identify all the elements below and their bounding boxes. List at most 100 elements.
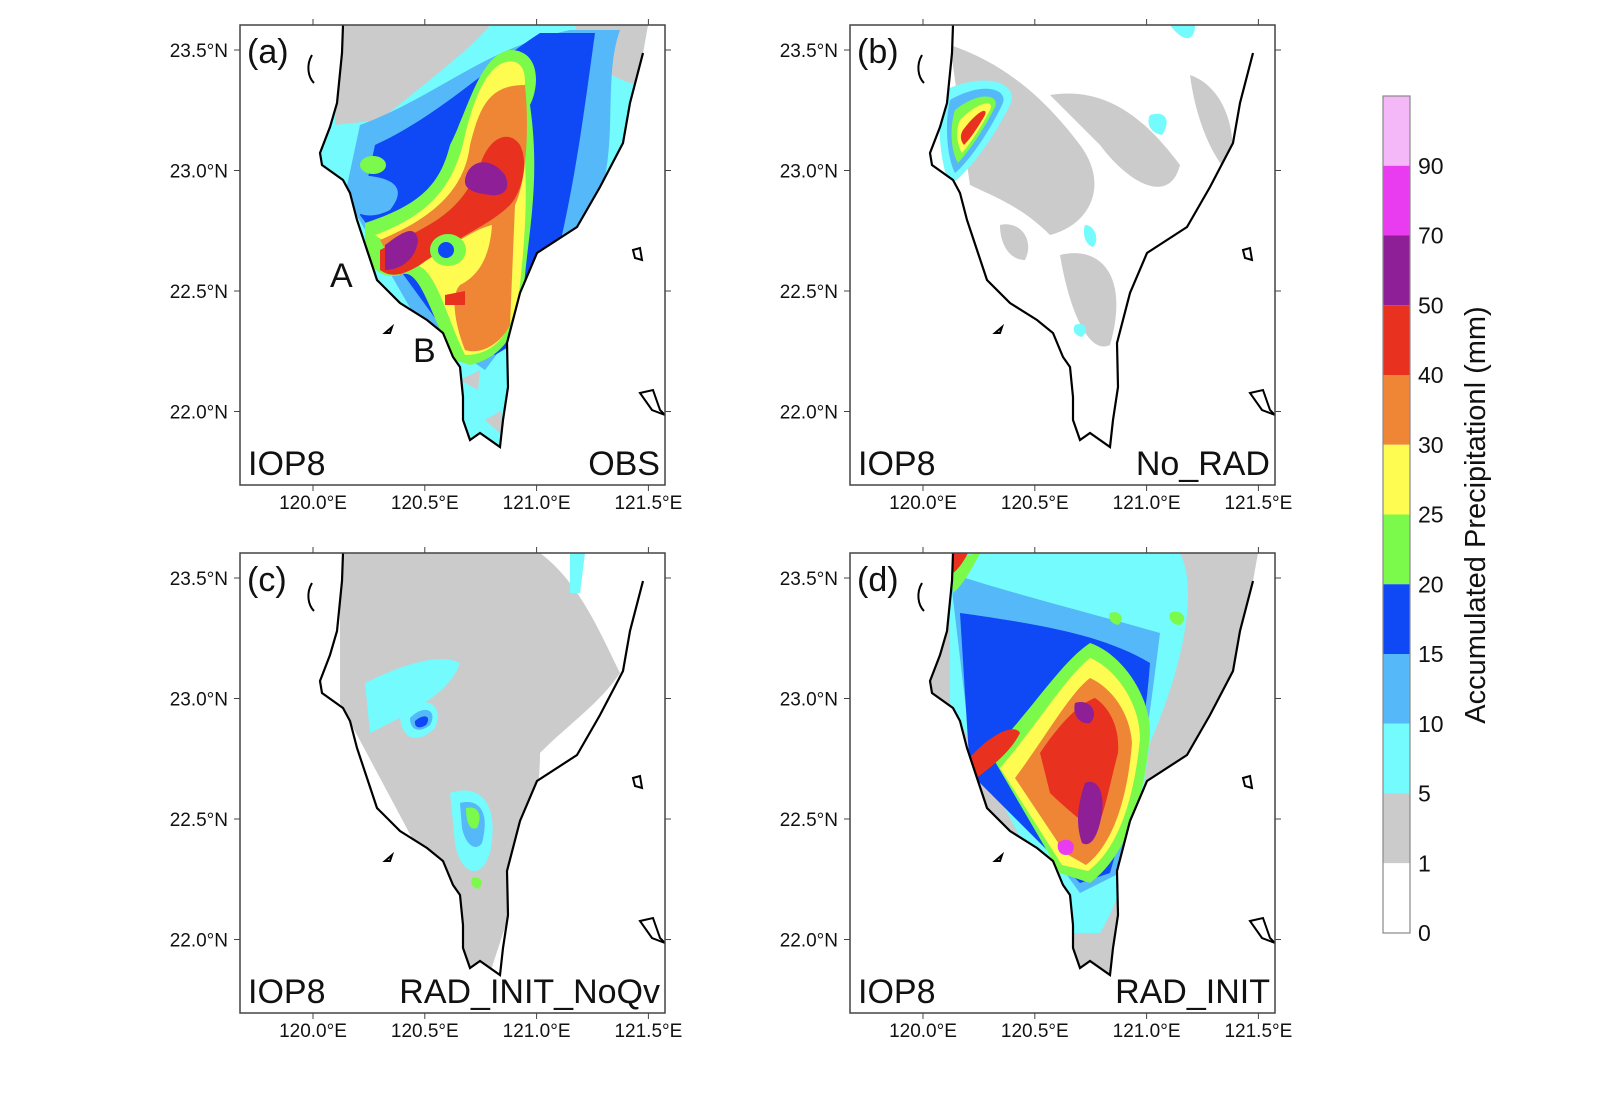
precip-contour xyxy=(960,110,986,145)
lat-tick-label: 22.5°N xyxy=(170,282,228,303)
experiment-label: RAD_INIT_NoQv xyxy=(399,973,660,1011)
island-outline xyxy=(382,851,395,862)
lat-tick-label: 22.5°N xyxy=(170,810,228,831)
lat-tick-label: 22.0°N xyxy=(780,403,838,424)
island-outline xyxy=(992,323,1005,334)
lon-tick-label: 121.5°E xyxy=(614,493,682,514)
colorbar-tick-label: 1 xyxy=(1418,850,1431,876)
colorbar-swatch xyxy=(1383,793,1410,864)
point-label-a: A xyxy=(330,257,353,295)
colorbar-swatch xyxy=(1383,514,1410,585)
lon-tick-label: 120.0°E xyxy=(279,1021,347,1042)
lat-tick-label: 22.0°N xyxy=(780,931,838,952)
lon-tick-label: 121.0°E xyxy=(503,493,571,514)
case-label: IOP8 xyxy=(248,973,325,1011)
colorbar-swatch xyxy=(1383,235,1410,306)
case-label: IOP8 xyxy=(248,445,325,483)
precip-contour xyxy=(1060,253,1117,347)
precip-contour xyxy=(365,659,460,733)
island-outline xyxy=(1241,246,1254,262)
lon-tick-label: 121.0°E xyxy=(1113,493,1181,514)
precip-contour xyxy=(1083,225,1097,247)
colorbar-swatch xyxy=(1383,444,1410,515)
experiment-label: No_RAD xyxy=(1136,445,1270,483)
lon-tick-label: 121.0°E xyxy=(503,1021,571,1042)
lon-tick-label: 121.5°E xyxy=(1224,493,1292,514)
panel-label: (c) xyxy=(247,561,287,599)
island-outline xyxy=(382,323,395,334)
panel-label: (b) xyxy=(857,33,899,71)
island-outline xyxy=(631,774,644,790)
case-label: IOP8 xyxy=(858,445,935,483)
island-outline xyxy=(1248,388,1276,416)
map-panel-obs: 120.0°E 120.5°E 121.0°E 121.5°E 23.5°N 23.0°N… xyxy=(170,19,682,514)
colorbar-swatch xyxy=(1383,584,1410,654)
island-outline xyxy=(307,54,315,84)
colorbar-swatch xyxy=(1383,96,1410,166)
lat-tick-label: 22.5°N xyxy=(780,282,838,303)
precip-contour xyxy=(464,162,508,196)
precip-contour xyxy=(385,230,418,270)
island-outline xyxy=(992,851,1005,862)
map-frame xyxy=(239,24,666,486)
coastline xyxy=(928,24,1255,449)
coastline xyxy=(318,552,645,977)
precip-contour xyxy=(1073,324,1086,337)
colorbar-swatch xyxy=(1383,863,1410,933)
map-panel-no-rad: 120.0°E 120.5°E 121.0°E 121.5°E 23.5°N 23.0°N… xyxy=(780,19,1292,514)
lat-tick-label: 22.5°N xyxy=(780,810,838,831)
island-outline xyxy=(917,54,925,84)
lat-tick-label: 23.5°N xyxy=(780,41,838,62)
lon-tick-label: 120.0°E xyxy=(889,493,957,514)
precip-contour xyxy=(350,175,398,216)
lon-tick-label: 120.5°E xyxy=(391,493,459,514)
precip-contour xyxy=(965,729,1020,783)
island-outline xyxy=(917,582,925,612)
island-outline xyxy=(307,582,315,612)
experiment-label: OBS xyxy=(588,445,660,483)
precip-contour xyxy=(414,716,429,728)
island-outline xyxy=(1241,774,1254,790)
map-panel-rad-init: 120.0°E 120.5°E 121.0°E 121.5°E 23.5°N 23.0°N… xyxy=(780,547,1292,1042)
lat-tick-label: 22.0°N xyxy=(170,403,228,424)
lat-tick-label: 23.5°N xyxy=(170,41,228,62)
lat-tick-label: 23.0°N xyxy=(780,162,838,183)
map-panel-rad-init-noqv: 120.0°E 120.5°E 121.0°E 121.5°E 23.5°N 23.0°N… xyxy=(170,547,682,1042)
island-outline xyxy=(1248,916,1276,944)
lat-tick-label: 23.0°N xyxy=(170,690,228,711)
map-frame xyxy=(849,552,1276,1014)
island-outline xyxy=(638,916,666,944)
lat-tick-label: 23.0°N xyxy=(780,690,838,711)
precip-contour xyxy=(1000,224,1029,260)
colorbar-frame xyxy=(1382,95,1411,934)
colorbar-tick-label: 90 xyxy=(1418,153,1444,179)
lat-tick-label: 23.5°N xyxy=(170,569,228,590)
precipitation-field xyxy=(930,553,1258,975)
precip-contour xyxy=(445,291,465,305)
lon-tick-label: 120.0°E xyxy=(279,493,347,514)
precip-contour xyxy=(1170,25,1195,39)
colorbar-tick-label: 25 xyxy=(1418,502,1444,528)
lon-tick-label: 121.5°E xyxy=(1224,1021,1292,1042)
precip-contour xyxy=(438,242,454,258)
colorbar-swatch xyxy=(1383,654,1410,724)
precipitation-field xyxy=(930,25,1258,447)
precip-contour xyxy=(460,370,480,390)
lat-tick-label: 23.5°N xyxy=(780,569,838,590)
lon-tick-label: 120.5°E xyxy=(391,1021,459,1042)
point-label-b: B xyxy=(413,332,436,370)
island-outline xyxy=(631,246,644,262)
precip-contour xyxy=(340,553,620,973)
lon-tick-label: 120.0°E xyxy=(889,1021,957,1042)
precip-contour xyxy=(360,156,386,174)
colorbar-tick-label: 40 xyxy=(1418,362,1444,388)
colorbar-swatch xyxy=(1383,375,1410,445)
lon-tick-label: 120.5°E xyxy=(1001,493,1069,514)
colorbar-tick-label: 10 xyxy=(1418,711,1444,737)
map-frame xyxy=(239,552,666,1014)
experiment-label: RAD_INIT xyxy=(1115,973,1270,1011)
precip-contour xyxy=(335,25,490,125)
colorbar-tick-label: 0 xyxy=(1418,920,1431,946)
